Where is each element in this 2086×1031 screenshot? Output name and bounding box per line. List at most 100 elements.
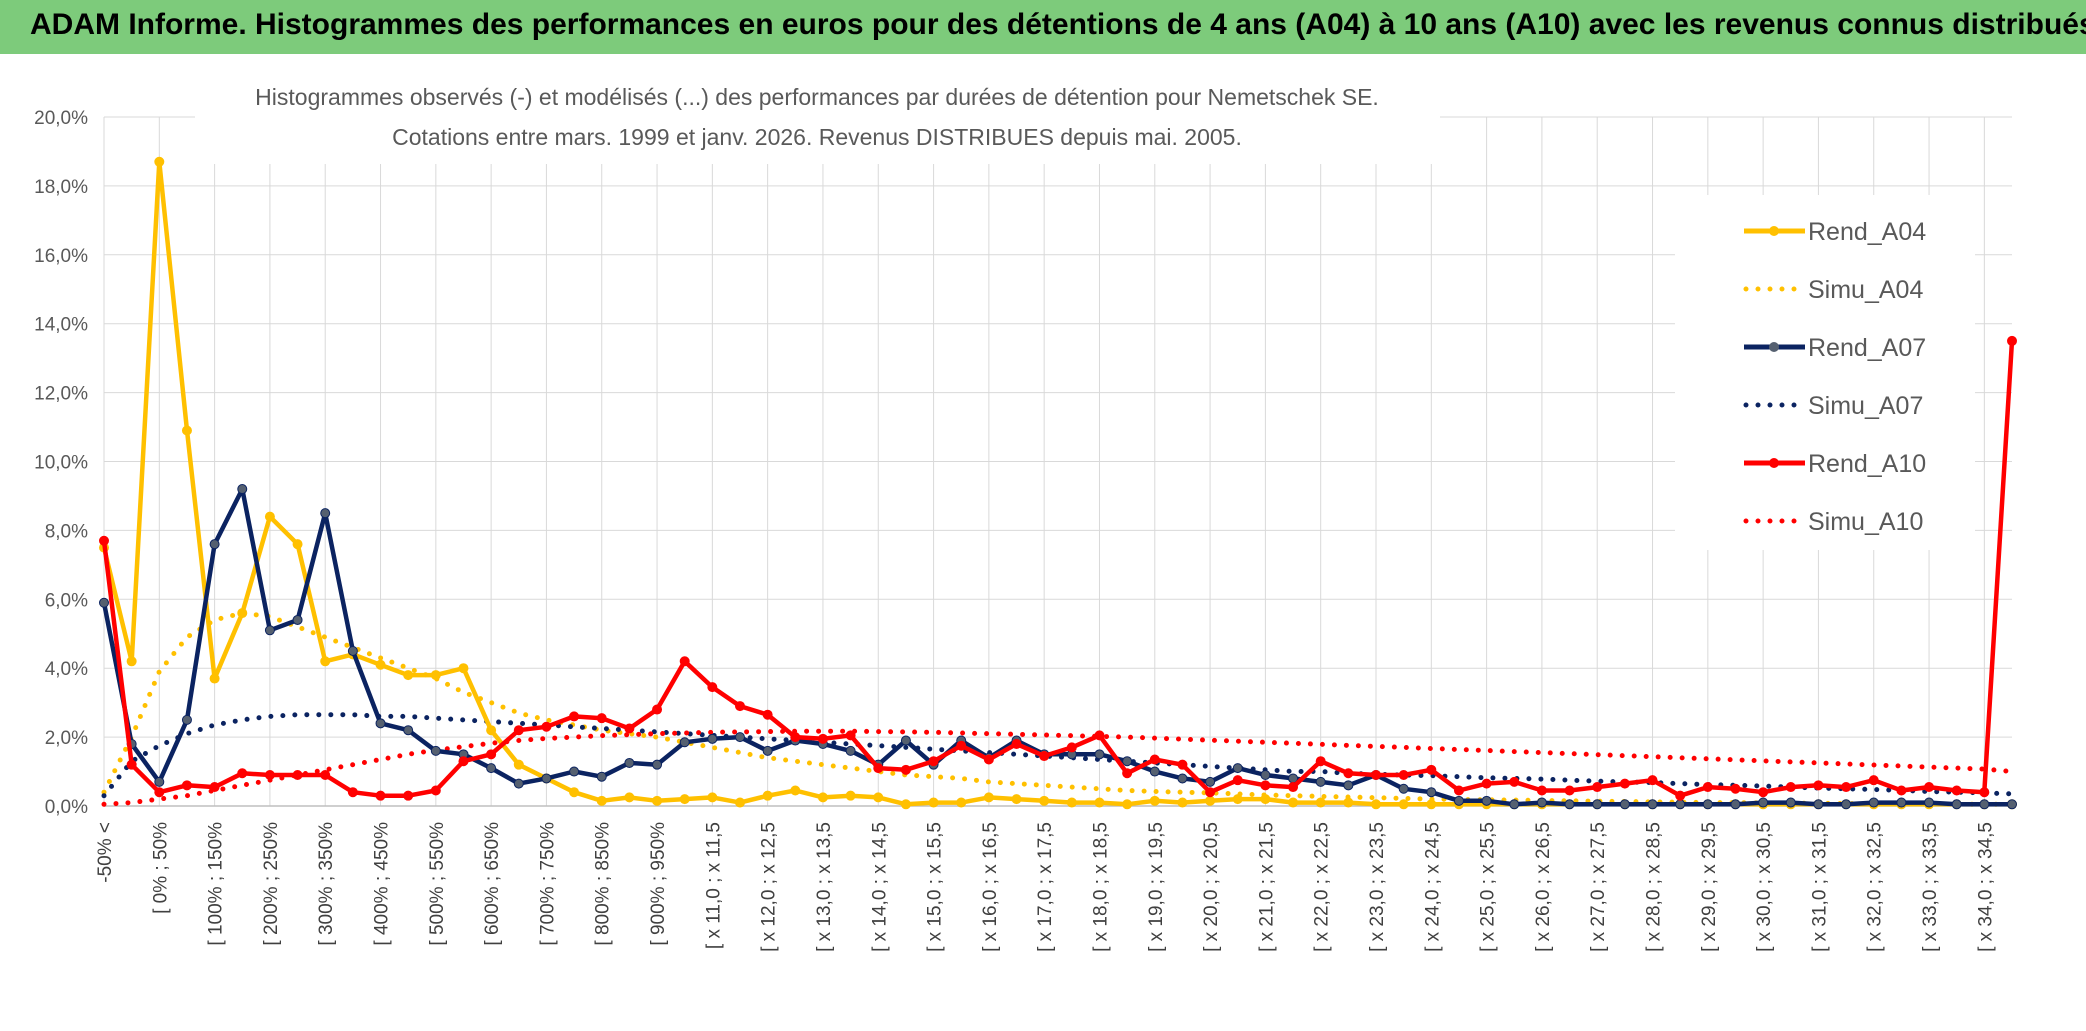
data-point-rend-a07 xyxy=(1177,773,1188,784)
data-point-rend-a04 xyxy=(790,785,801,796)
data-point-rend-a07 xyxy=(264,625,275,636)
data-point-rend-a04 xyxy=(237,608,248,619)
y-tick-label: 4,0% xyxy=(45,659,88,680)
data-point-rend-a04 xyxy=(1398,799,1409,810)
data-point-rend-a04 xyxy=(154,156,165,167)
data-point-rend-a07 xyxy=(1509,799,1520,810)
data-point-rend-a07 xyxy=(900,735,911,746)
data-point-rend-a10 xyxy=(1205,787,1216,798)
data-point-rend-a04 xyxy=(1177,797,1188,808)
data-point-rend-a10 xyxy=(181,780,192,791)
data-point-rend-a04 xyxy=(928,797,939,808)
legend-label-rend-a10: Rend_A10 xyxy=(1808,450,1926,478)
legend-label-rend-a07: Rend_A07 xyxy=(1808,334,1926,362)
data-point-rend-a10 xyxy=(1758,787,1769,798)
data-point-rend-a07 xyxy=(845,745,856,756)
y-axis-ticks: 0,0% 2,0% 4,0% 6,0% 8,0% 10,0% 12,0% 14,0% 16,0%… xyxy=(34,108,88,818)
x-tick-label: [ x 17,0 ; x 17,5 xyxy=(1035,822,1056,952)
data-point-rend-a10 xyxy=(209,782,220,793)
data-point-rend-a10 xyxy=(1813,780,1824,791)
data-point-rend-a04 xyxy=(292,539,303,550)
data-point-rend-a10 xyxy=(790,732,801,743)
data-point-rend-a10 xyxy=(1232,775,1243,786)
data-point-rend-a10 xyxy=(1592,782,1603,793)
data-point-rend-a04 xyxy=(1094,797,1105,808)
data-point-rend-a10 xyxy=(1011,738,1022,749)
data-point-rend-a10 xyxy=(430,785,441,796)
data-point-rend-a04 xyxy=(762,790,773,801)
data-point-rend-a04 xyxy=(1066,797,1077,808)
chart-title-line1: Histogrammes observés (-) et modélisés (… xyxy=(255,84,1379,110)
data-point-rend-a10 xyxy=(1536,785,1547,796)
y-tick-label: 2,0% xyxy=(45,728,88,749)
data-point-rend-a07 xyxy=(237,484,248,495)
x-tick-label: [ 600% ; 650% xyxy=(482,822,503,946)
legend-label-simu-a10: Simu_A10 xyxy=(1808,508,1923,536)
data-point-rend-a07 xyxy=(1205,776,1216,787)
data-point-rend-a04 xyxy=(735,797,745,808)
data-point-rend-a07 xyxy=(1094,749,1105,760)
x-tick-label: [ 800% ; 850% xyxy=(593,822,614,946)
data-point-rend-a07 xyxy=(1481,795,1492,806)
data-point-rend-a04 xyxy=(1149,795,1160,806)
data-point-rend-a10 xyxy=(1785,782,1796,793)
data-point-rend-a07 xyxy=(1785,797,1796,808)
data-point-rend-a04 xyxy=(126,656,137,667)
data-point-rend-a07 xyxy=(1564,799,1575,810)
data-point-rend-a10 xyxy=(320,769,331,780)
legend-label-simu-a04: Simu_A04 xyxy=(1808,276,1923,304)
y-tick-label: 8,0% xyxy=(45,521,88,542)
data-point-rend-a10 xyxy=(1702,782,1713,793)
report-banner: ADAM Informe. Histogrammes des performan… xyxy=(0,0,2086,54)
y-tick-label: 10,0% xyxy=(34,453,88,474)
data-point-rend-a10 xyxy=(1039,751,1050,762)
data-point-rend-a10 xyxy=(347,787,358,798)
y-tick-label: 20,0% xyxy=(34,108,88,129)
x-tick-label: [ x 21,0 ; x 21,5 xyxy=(1256,822,1277,952)
data-point-rend-a10 xyxy=(707,682,718,693)
data-point-rend-a04 xyxy=(264,511,275,522)
data-point-rend-a10 xyxy=(1896,785,1907,796)
legend-marker-rend-a10 xyxy=(1769,458,1779,468)
data-point-rend-a04 xyxy=(1122,799,1133,810)
data-point-rend-a10 xyxy=(1951,785,1962,796)
data-point-rend-a07 xyxy=(154,776,165,787)
data-point-rend-a10 xyxy=(1149,754,1160,765)
data-point-rend-a07 xyxy=(347,645,358,656)
data-point-rend-a10 xyxy=(486,749,497,760)
x-tick-label: [ x 12,0 ; x 12,5 xyxy=(759,822,780,952)
x-tick-label: [ 400% ; 450% xyxy=(372,822,393,946)
data-point-rend-a04 xyxy=(458,663,469,674)
data-point-rend-a04 xyxy=(983,792,994,803)
data-point-rend-a04 xyxy=(679,794,690,805)
data-point-rend-a10 xyxy=(1398,769,1409,780)
data-point-rend-a10 xyxy=(1924,782,1935,793)
data-point-rend-a10 xyxy=(845,730,856,741)
data-point-rend-a07 xyxy=(375,718,386,729)
series-line-rend-a07 xyxy=(101,486,2012,807)
data-point-rend-a04 xyxy=(900,799,911,810)
x-axis-ticks: -50% < [ 0% ; 50% [ 100% ; 150% [ 200% ; 25… xyxy=(95,822,1996,952)
data-point-rend-a10 xyxy=(624,723,635,734)
legend-label-simu-a07: Simu_A07 xyxy=(1808,392,1923,420)
data-point-rend-a10 xyxy=(1260,780,1271,791)
x-tick-label: [ x 29,0 ; x 29,5 xyxy=(1699,822,1720,952)
data-point-rend-a07 xyxy=(1260,769,1271,780)
x-tick-label: [ x 18,0 ; x 18,5 xyxy=(1090,822,1111,952)
data-point-rend-a10 xyxy=(541,721,552,732)
data-point-rend-a04 xyxy=(1205,795,1216,806)
data-point-rend-a10 xyxy=(596,713,607,724)
data-point-rend-a04 xyxy=(1315,797,1326,808)
data-point-rend-a07 xyxy=(1536,797,1547,808)
data-point-rend-a10 xyxy=(2007,335,2017,346)
y-tick-label: 18,0% xyxy=(34,177,88,198)
x-tick-label: [ x 25,0 ; x 25,5 xyxy=(1478,822,1499,952)
data-point-rend-a10 xyxy=(375,790,386,801)
data-point-rend-a07 xyxy=(679,737,690,748)
data-point-rend-a10 xyxy=(873,763,884,774)
data-point-rend-a10 xyxy=(762,709,773,720)
data-point-rend-a10 xyxy=(403,790,414,801)
data-point-rend-a10 xyxy=(735,701,745,712)
